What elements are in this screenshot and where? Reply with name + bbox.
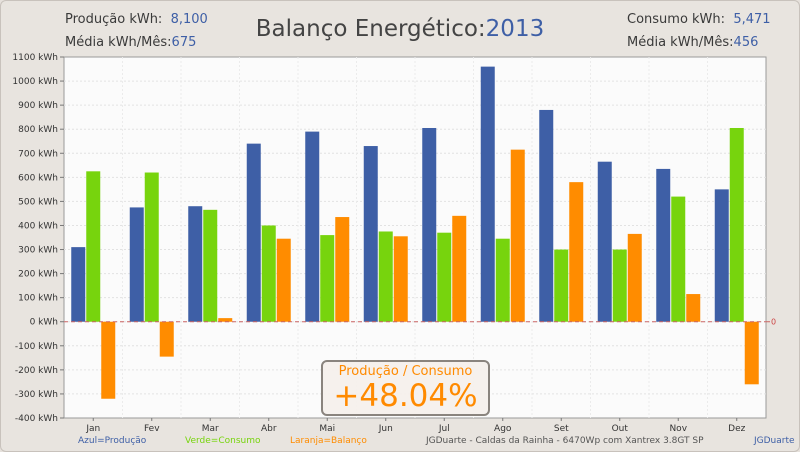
x-tick-label: Nov <box>669 424 687 434</box>
y-tick-label: -200 kWh <box>15 366 58 376</box>
bar-balanço-out <box>627 233 642 322</box>
bar-produção-jun <box>363 146 378 322</box>
legend-blue: Azul=Produção <box>78 436 147 446</box>
x-tick-label: Mar <box>202 424 219 434</box>
bar-balanço-abr <box>276 238 291 322</box>
y-tick-label: 200 kWh <box>18 270 58 280</box>
chart-author: JGDuarte <box>754 436 795 446</box>
bar-consumo-out <box>612 249 627 322</box>
bar-produção-set <box>539 109 554 322</box>
bar-balanço-jan <box>101 321 116 399</box>
bar-balanço-set <box>569 182 584 322</box>
y-tick-label: -100 kWh <box>15 342 58 352</box>
x-tick-label: Jan <box>85 424 100 434</box>
bar-consumo-set <box>554 249 569 322</box>
bar-balanço-mai <box>335 217 350 322</box>
x-tick-label: Jun <box>378 424 393 434</box>
bar-consumo-fev <box>144 172 159 322</box>
bar-consumo-nov <box>671 196 686 322</box>
y-tick-label: -300 kWh <box>15 390 58 400</box>
y-tick-label: 100 kWh <box>18 294 58 304</box>
x-tick-label: Jul <box>438 424 450 434</box>
bar-produção-nov <box>656 168 671 322</box>
ratio-box: Produção / Consumo +48.04% <box>321 360 490 416</box>
bar-produção-jan <box>71 247 86 322</box>
y-tick-label: -400 kWh <box>15 414 58 424</box>
right-axis-label: 0 <box>771 318 776 327</box>
x-tick-label: Abr <box>261 424 277 434</box>
bar-balanço-jul <box>452 215 467 322</box>
consumption-average: Média kWh/Mês:456 <box>627 35 759 50</box>
y-tick-label: 300 kWh <box>18 246 58 256</box>
y-tick-label: 700 kWh <box>18 149 58 159</box>
x-tick-label: Fev <box>144 424 160 434</box>
bar-consumo-mai <box>320 235 335 322</box>
legend-orange: Laranja=Balanço <box>290 436 367 446</box>
bar-produção-mai <box>305 131 320 322</box>
bar-produção-mar <box>188 206 203 322</box>
bar-consumo-abr <box>261 225 276 322</box>
y-tick-label: 1100 kWh <box>12 53 58 63</box>
bar-consumo-jan <box>86 171 101 322</box>
bar-balanço-ago <box>510 149 525 322</box>
bar-produção-abr <box>246 143 261 322</box>
bar-produção-fev <box>129 207 144 322</box>
production-average: Média kWh/Mês:675 <box>65 35 197 50</box>
bar-balanço-nov <box>686 294 701 322</box>
bar-produção-jul <box>422 127 437 322</box>
consumption-total: Consumo kWh: 5,471 <box>627 12 771 27</box>
chart-title: Balanço Energético:2013 <box>255 16 545 42</box>
x-tick-label: Out <box>612 424 629 434</box>
x-tick-label: Dez <box>728 424 745 434</box>
y-tick-label: 800 kWh <box>18 125 58 135</box>
chart-source-info: JGDuarte - Caldas da Rainha - 6470Wp com… <box>426 436 704 446</box>
y-tick-label: 1000 kWh <box>12 77 58 87</box>
y-tick-label: 500 kWh <box>18 197 58 207</box>
bar-balanço-fev <box>159 321 174 357</box>
bar-balanço-jun <box>393 236 408 322</box>
y-tick-label: 400 kWh <box>18 221 58 231</box>
bar-produção-ago <box>480 66 495 322</box>
x-tick-label: Set <box>554 424 569 434</box>
bar-produção-out <box>597 161 612 322</box>
production-total: Produção kWh: 8,100 <box>65 12 208 27</box>
ratio-value: +48.04% <box>333 378 478 414</box>
bar-consumo-ago <box>495 238 510 322</box>
bar-balanço-mar <box>218 318 233 322</box>
y-tick-label: 900 kWh <box>18 101 58 111</box>
bar-consumo-jul <box>437 232 452 322</box>
bar-consumo-dez <box>729 127 744 322</box>
x-tick-label: Ago <box>494 424 512 434</box>
bar-produção-dez <box>714 189 729 322</box>
bar-consumo-jun <box>378 231 393 322</box>
y-tick-label: 600 kWh <box>18 173 58 183</box>
bar-consumo-mar <box>203 209 218 322</box>
legend-green: Verde=Consumo <box>185 436 261 446</box>
bar-balanço-dez <box>744 321 759 385</box>
y-tick-label: 0 kWh <box>30 318 58 328</box>
x-tick-label: Mai <box>319 424 335 434</box>
ratio-label: Produção / Consumo <box>338 364 473 379</box>
